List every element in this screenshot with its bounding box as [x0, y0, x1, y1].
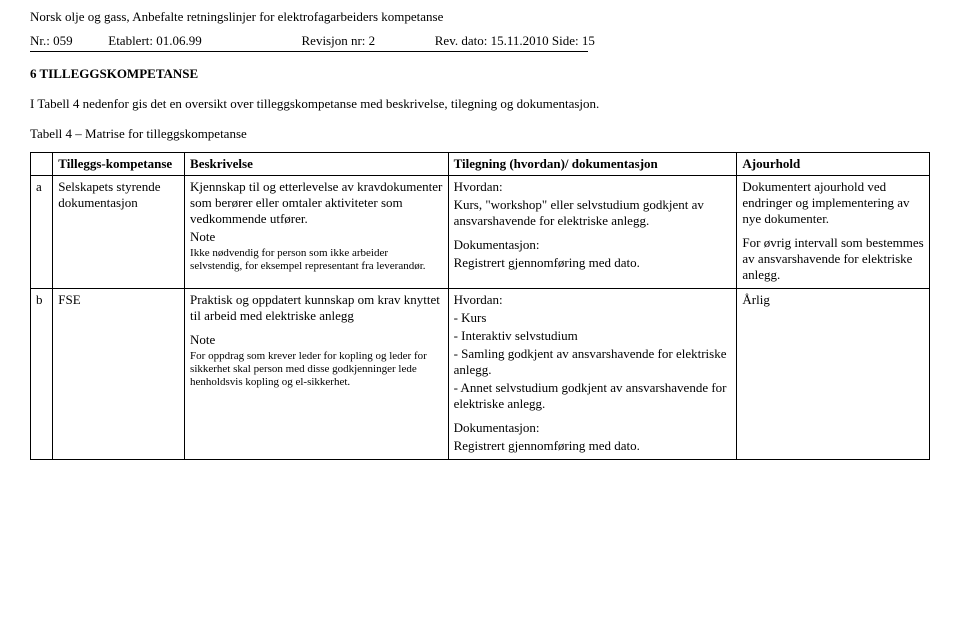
header-side: Side: 15	[552, 33, 595, 48]
besk-note-label: Note	[190, 229, 443, 245]
row-idx: a	[31, 176, 53, 289]
page: Norsk olje og gass, Anbefalte retningsli…	[0, 0, 960, 618]
besk-note: For oppdrag som krever leder for kopling…	[190, 350, 443, 390]
besk-note-label: Note	[190, 332, 443, 348]
til-dok-label: Dokumentasjon:	[454, 237, 732, 253]
header-nr: Nr.: 059	[30, 32, 105, 50]
besk-main: Kjennskap til og etterlevelse av kravdok…	[190, 179, 443, 227]
row-kompetanse-text: FSE	[58, 292, 80, 307]
til-line2: - Interaktiv selvstudium	[454, 328, 732, 344]
header-etablert: Etablert: 01.06.99	[108, 32, 298, 50]
section-intro: I Tabell 4 nedenfor gis det en oversikt …	[30, 96, 930, 112]
row-ajourhold: Årlig	[737, 289, 930, 460]
til-hvordan-label: Hvordan:	[454, 179, 732, 195]
th-kompetanse: Tilleggs-kompetanse	[53, 153, 185, 176]
th-tilegning: Tilegning (hvordan)/ dokumentasjon	[448, 153, 737, 176]
til-dok-text: Registrert gjennomføring med dato.	[454, 255, 732, 271]
table-row: a Selskapets styrende dokumentasjon Kjen…	[31, 176, 930, 289]
til-hvordan-text: Kurs, "workshop" eller selvstudium godkj…	[454, 197, 732, 229]
header-revisjon: Revisjon nr: 2	[302, 32, 432, 50]
besk-main: Praktisk og oppdatert kunnskap om krav k…	[190, 292, 443, 324]
th-kompetanse-text: Tilleggs-kompetanse	[58, 156, 172, 171]
row-ajourhold: Dokumentert ajourhold ved endringer og i…	[737, 176, 930, 289]
section-title: 6 TILLEGGSKOMPETANSE	[30, 66, 930, 82]
ajour-text-1: Dokumentert ajourhold ved endringer og i…	[742, 179, 924, 227]
til-line1: - Kurs	[454, 310, 732, 326]
ajour-text-2: For øvrig intervall som bestemmes av ans…	[742, 235, 924, 283]
th-ajourhold: Ajourhold	[737, 153, 930, 176]
besk-note: Ikke nødvendig for person som ikke arbei…	[190, 247, 443, 273]
table-header-row: Tilleggs-kompetanse Beskrivelse Tilegnin…	[31, 153, 930, 176]
row-kompetanse: Selskapets styrende dokumentasjon	[53, 176, 185, 289]
header-meta: Nr.: 059 Etablert: 01.06.99 Revisjon nr:…	[30, 32, 930, 50]
header-revdato: Rev. dato: 15.11.2010	[435, 33, 549, 48]
th-idx	[31, 153, 53, 176]
row-kompetanse-text: Selskapets styrende dokumentasjon	[58, 179, 160, 210]
row-tilegning: Hvordan: Kurs, "workshop" eller selvstud…	[448, 176, 737, 289]
ajour-text-1: Årlig	[742, 292, 924, 308]
til-dok-text: Registrert gjennomføring med dato.	[454, 438, 732, 454]
header-rule	[30, 51, 588, 52]
row-kompetanse: FSE	[53, 289, 185, 460]
page-header: Norsk olje og gass, Anbefalte retningsli…	[30, 8, 930, 52]
row-tilegning: Hvordan: - Kurs - Interaktiv selvstudium…	[448, 289, 737, 460]
til-line4: - Annet selvstudium godkjent av ansvarsh…	[454, 380, 732, 412]
header-title: Norsk olje og gass, Anbefalte retningsli…	[30, 8, 930, 26]
th-beskrivelse: Beskrivelse	[185, 153, 449, 176]
table-row: b FSE Praktisk og oppdatert kunnskap om …	[31, 289, 930, 460]
row-idx: b	[31, 289, 53, 460]
til-line3: - Samling godkjent av ansvarshavende for…	[454, 346, 732, 378]
row-beskrivelse: Kjennskap til og etterlevelse av kravdok…	[185, 176, 449, 289]
til-dok-label: Dokumentasjon:	[454, 420, 732, 436]
til-hvordan-label: Hvordan:	[454, 292, 732, 308]
table-caption: Tabell 4 – Matrise for tilleggskompetans…	[30, 126, 930, 142]
competence-table: Tilleggs-kompetanse Beskrivelse Tilegnin…	[30, 152, 930, 460]
row-beskrivelse: Praktisk og oppdatert kunnskap om krav k…	[185, 289, 449, 460]
